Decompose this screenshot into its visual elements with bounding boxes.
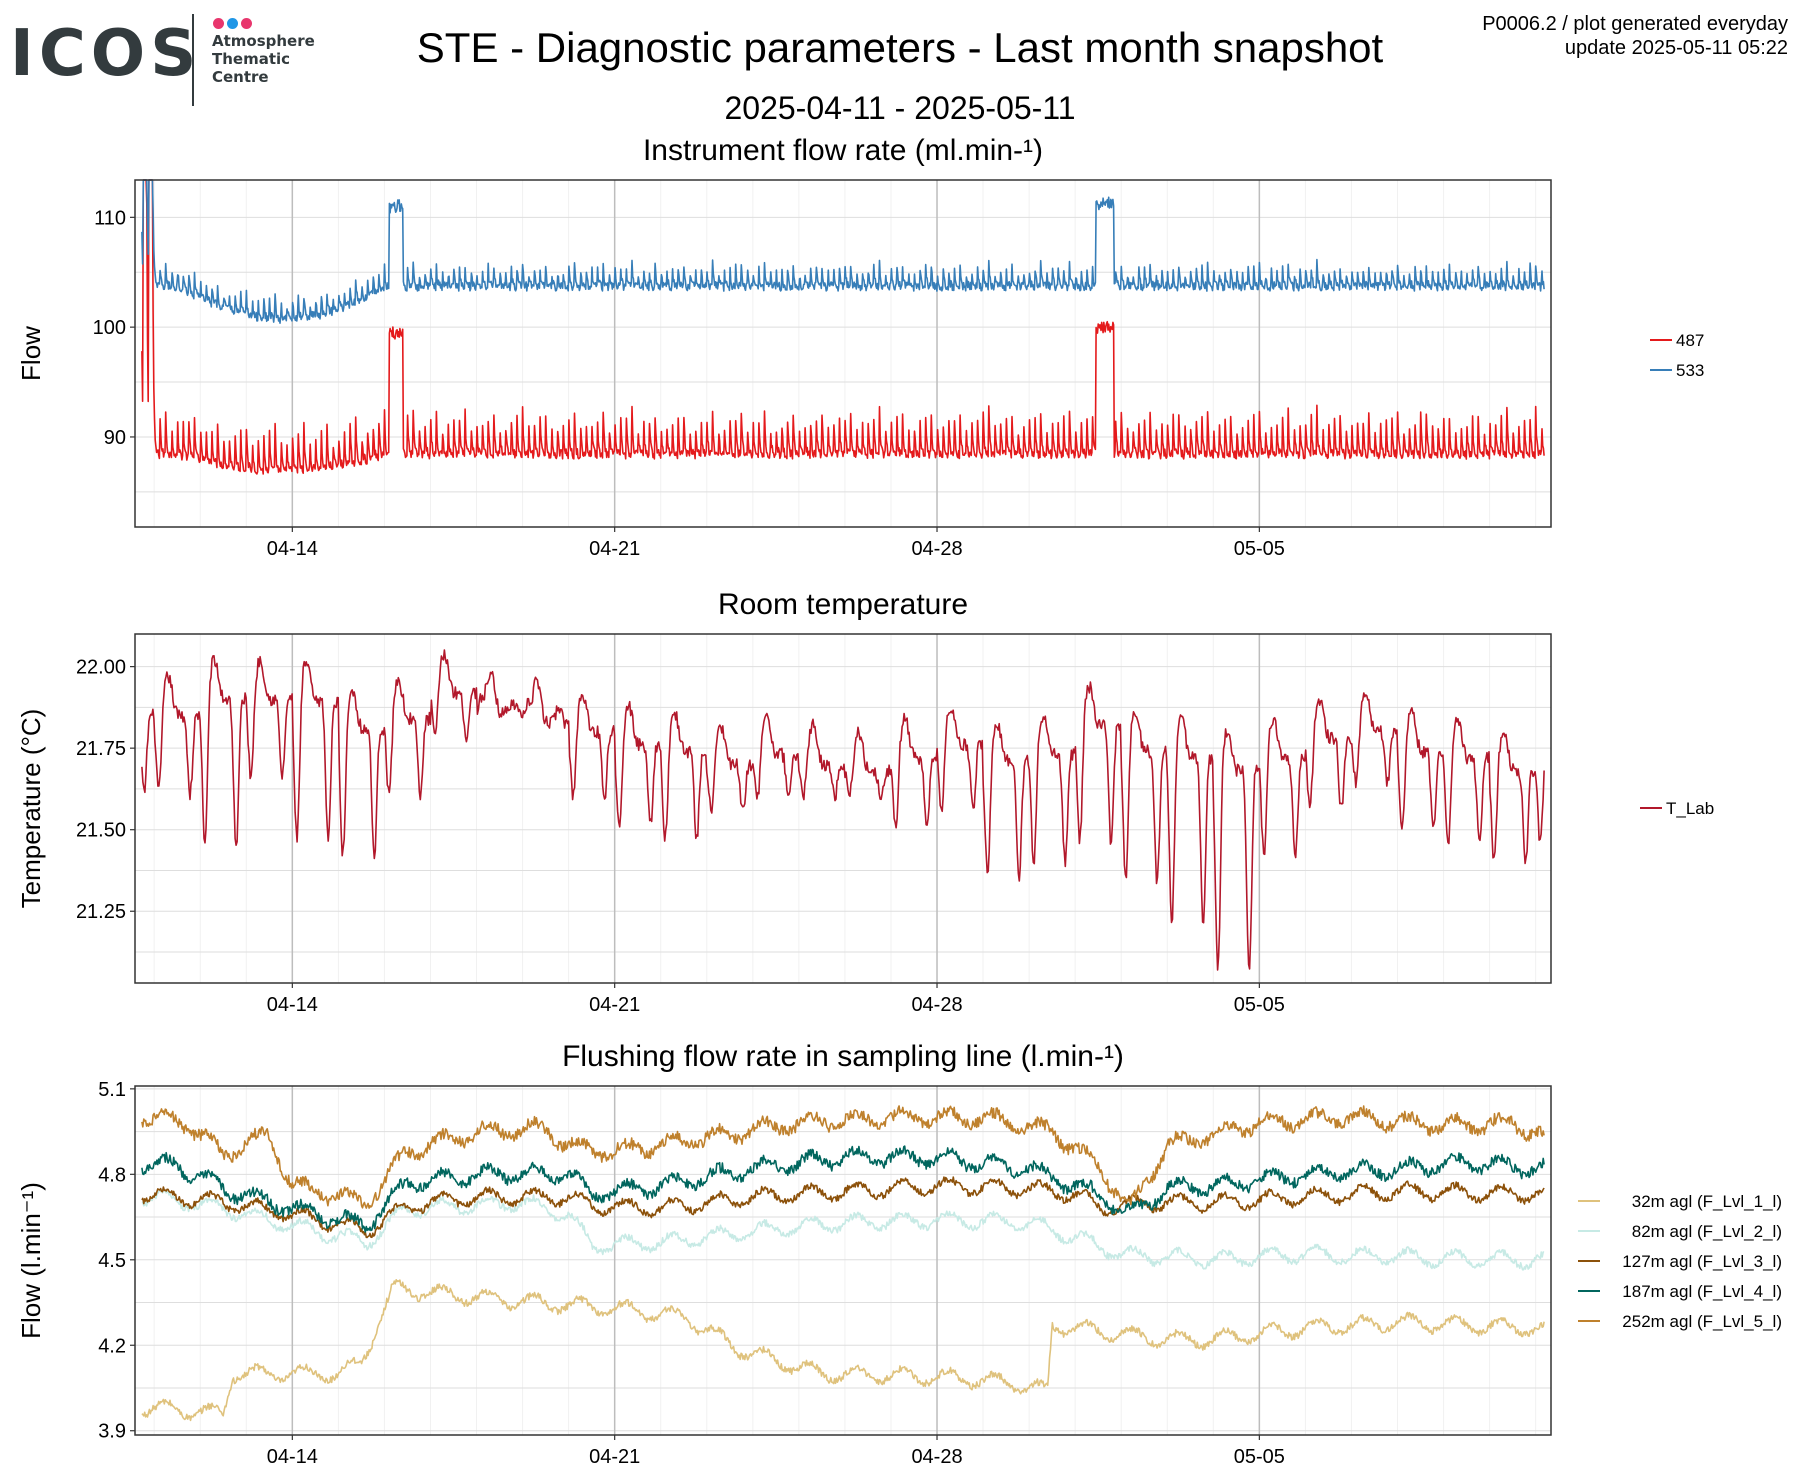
logo-line: Centre	[212, 68, 269, 86]
y-axis-label: Flow (l.min⁻¹)	[16, 1182, 46, 1339]
x-tick-label: 04-28	[911, 994, 962, 1016]
legend-label: 187m agl (F_Lvl_4_l)	[1622, 1282, 1782, 1301]
y-tick-label: 22.00	[76, 657, 126, 679]
generation-note: P0006.2 / plot generated everyday	[1482, 13, 1788, 35]
plot-panel	[135, 1086, 1551, 1435]
logo-wordmark: ICOS	[10, 17, 202, 91]
icos-logo: ICOS Atmosphere Thematic Centre	[10, 14, 340, 106]
generation-info: P0006.2 / plot generated everyday update…	[1482, 12, 1788, 60]
y-tick-label: 4.5	[98, 1250, 126, 1272]
room-temperature-chart: Room temperature 21.25 21.50 21.75 22.00 04-1…	[16, 588, 1714, 1016]
plot-panel	[135, 634, 1551, 983]
logo-dot	[213, 18, 224, 29]
y-axis-label: Flow	[16, 326, 46, 381]
series-line	[141, 649, 1545, 971]
x-tick-label: 04-14	[267, 994, 318, 1016]
x-tick-label: 04-14	[267, 1446, 318, 1468]
legend-label: 533	[1676, 361, 1704, 380]
logo-dot	[241, 18, 252, 29]
plot-frame	[134, 633, 1552, 984]
logo-subtitle: Atmosphere Thematic Centre	[212, 32, 315, 86]
logo-line: Atmosphere	[212, 32, 315, 50]
legend-label: 487	[1676, 331, 1704, 350]
logo-dot	[227, 18, 238, 29]
y-tick-label: 90	[104, 427, 126, 449]
y-tick-label: 21.75	[76, 738, 126, 760]
logo-line: Thematic	[212, 50, 291, 68]
date-range: 2025-04-11 - 2025-05-11	[724, 90, 1076, 126]
x-tick-label: 04-21	[589, 538, 640, 560]
series-line	[141, 1188, 1545, 1271]
x-tick-label: 04-21	[589, 1446, 640, 1468]
y-tick-label: 4.2	[98, 1335, 126, 1357]
logo-divider	[192, 14, 194, 106]
logo-dots	[213, 16, 255, 29]
page-title: STE - Diagnostic parameters - Last month…	[416, 24, 1384, 71]
x-tick-label: 04-28	[911, 1446, 962, 1468]
series-line	[141, 1145, 1545, 1233]
series-line	[141, 1176, 1545, 1239]
y-tick-label: 110	[94, 207, 126, 229]
x-tick-label: 04-28	[911, 538, 962, 560]
series-line	[141, 179, 1545, 475]
chart-title: Room temperature	[718, 588, 968, 621]
plot-frame	[134, 1085, 1552, 1436]
legend-label: 82m agl (F_Lvl_2_l)	[1632, 1222, 1782, 1241]
flushing-flow-chart: Flushing flow rate in sampling line (l.m…	[16, 1040, 1782, 1468]
legend-label: 127m agl (F_Lvl_3_l)	[1622, 1252, 1782, 1271]
flow-rate-chart: Instrument flow rate (ml.min-¹) 90 100 110 0…	[16, 134, 1704, 560]
legend-label: 32m agl (F_Lvl_1_l)	[1632, 1192, 1782, 1211]
y-tick-label: 5.1	[98, 1079, 126, 1101]
series-line	[141, 1105, 1545, 1209]
series-line	[141, 1279, 1545, 1422]
plot-panel	[135, 180, 1551, 527]
x-tick-label: 04-21	[589, 994, 640, 1016]
x-tick-label: 05-05	[1234, 1446, 1285, 1468]
legend-label: T_Lab	[1666, 799, 1714, 818]
y-tick-label: 100	[93, 317, 126, 339]
plot-frame	[134, 179, 1552, 528]
y-tick-label: 21.50	[76, 820, 126, 842]
x-tick-label: 04-14	[267, 538, 318, 560]
chart-title: Flushing flow rate in sampling line (l.m…	[562, 1040, 1124, 1073]
update-timestamp: update 2025-05-11 05:22	[1564, 37, 1788, 59]
series-line	[141, 179, 1545, 324]
x-tick-label: 05-05	[1234, 538, 1285, 560]
chart-title: Instrument flow rate (ml.min-¹)	[643, 134, 1043, 167]
y-tick-label: 21.25	[76, 901, 126, 923]
y-axis-label: Temperature (°C)	[16, 709, 46, 909]
legend-label: 252m agl (F_Lvl_5_l)	[1622, 1312, 1782, 1331]
y-tick-label: 3.9	[98, 1421, 126, 1443]
x-tick-label: 05-05	[1234, 994, 1285, 1016]
y-tick-label: 4.8	[98, 1164, 126, 1186]
